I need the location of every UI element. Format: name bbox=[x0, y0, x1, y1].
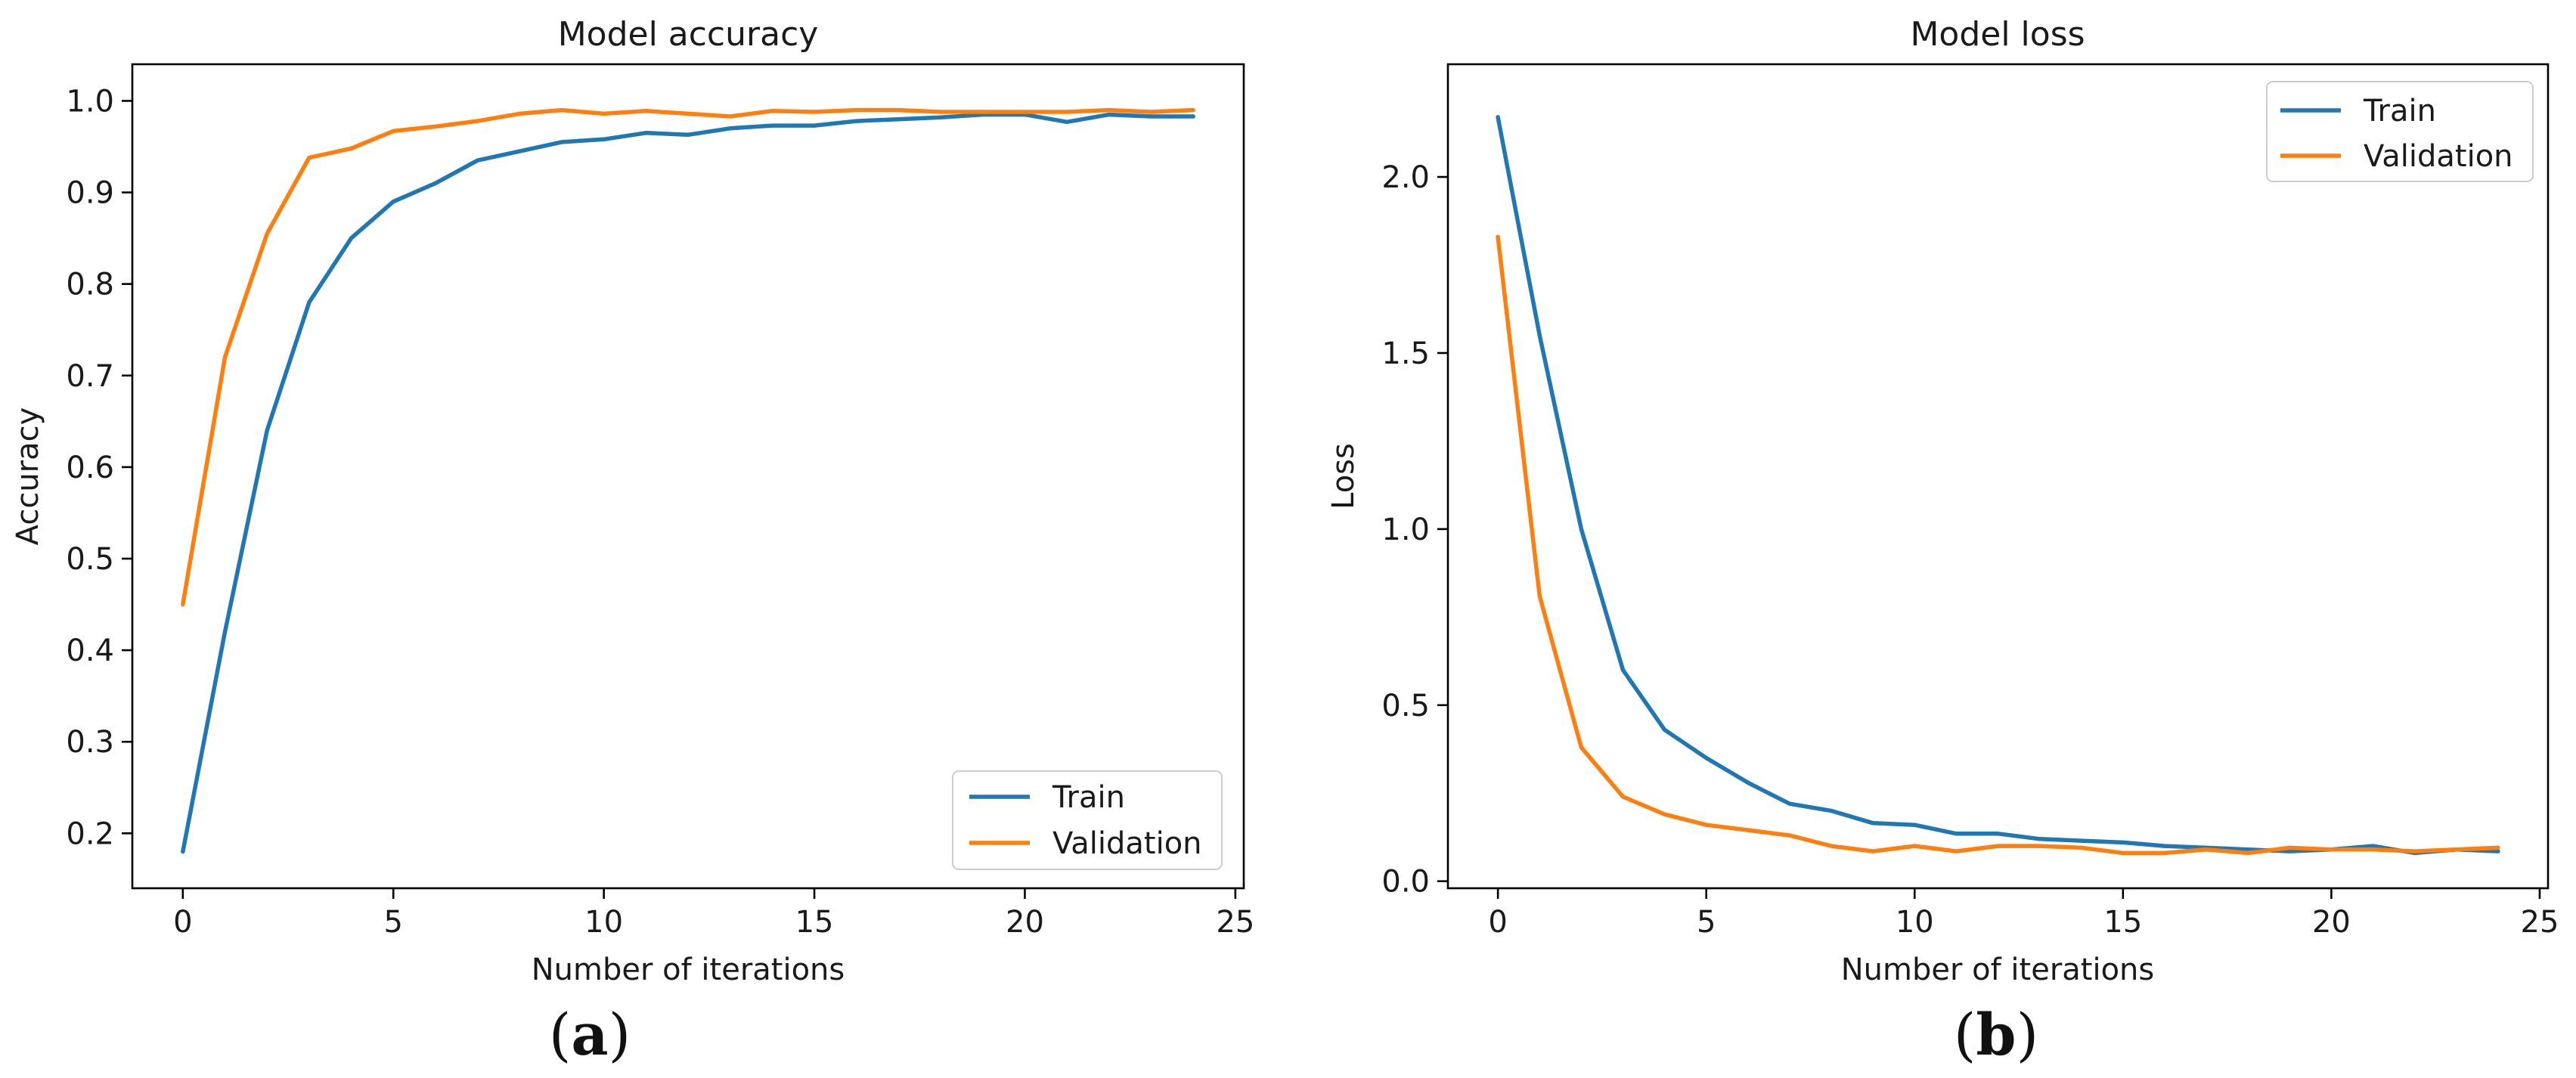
loss-x-tick-label: 0 bbox=[1488, 905, 1507, 940]
accuracy-x-tick-label: 5 bbox=[384, 905, 403, 940]
loss-y-tick-label: 0.5 bbox=[1381, 689, 1430, 723]
accuracy-chart-title: Model accuracy bbox=[558, 15, 819, 54]
accuracy-series bbox=[181, 107, 1195, 854]
accuracy-plot-frame bbox=[131, 63, 1245, 890]
accuracy-x-tick-label: 25 bbox=[1216, 905, 1254, 940]
loss-x-tick-label: 25 bbox=[2521, 905, 2559, 940]
loss-chart: 0.0 0.5 1.0 1.5 2.0 0 5 10 15 20 25 Model loss Nu… bbox=[1326, 15, 2559, 1068]
accuracy-y-tick-label: 0.7 bbox=[66, 359, 114, 394]
accuracy-y-axis: 0.2 0.3 0.4 0.5 0.6 0.7 0.8 0.9 1.0 bbox=[66, 84, 132, 851]
accuracy-y-tick-label: 0.5 bbox=[66, 542, 114, 577]
accuracy-x-tick-label: 10 bbox=[584, 905, 623, 940]
accuracy-train-line bbox=[181, 112, 1195, 854]
accuracy-legend-validation-label: Validation bbox=[1052, 826, 1202, 861]
accuracy-y-tick-label: 0.6 bbox=[66, 451, 114, 485]
loss-x-tick-label: 10 bbox=[1896, 905, 1934, 940]
accuracy-x-tick-label: 15 bbox=[795, 905, 834, 940]
loss-x-tick-label: 20 bbox=[2312, 905, 2351, 940]
accuracy-validation-line bbox=[181, 107, 1195, 607]
loss-x-tick-label: 15 bbox=[2103, 905, 2142, 940]
loss-y-tick-label: 0.0 bbox=[1381, 865, 1430, 900]
loss-y-tick-label: 1.5 bbox=[1381, 336, 1430, 371]
loss-y-axis: 0.0 0.5 1.0 1.5 2.0 bbox=[1381, 160, 1448, 900]
loss-legend-train-label: Train bbox=[2363, 94, 2436, 129]
loss-plot-frame bbox=[1446, 63, 2550, 890]
accuracy-x-axis-label: Number of iterations bbox=[532, 953, 845, 987]
panel-label-b: (b) bbox=[1954, 1001, 2038, 1068]
accuracy-legend: Train Validation bbox=[952, 770, 1223, 870]
loss-x-tick-label: 5 bbox=[1697, 905, 1716, 940]
accuracy-x-tick-label: 20 bbox=[1006, 905, 1044, 940]
loss-x-axis-label: Number of iterations bbox=[1841, 953, 2155, 987]
accuracy-y-tick-label: 0.4 bbox=[66, 633, 114, 668]
loss-legend: Train Validation bbox=[2266, 81, 2534, 182]
accuracy-y-tick-label: 0.9 bbox=[66, 176, 114, 211]
accuracy-y-tick-label: 1.0 bbox=[66, 84, 114, 119]
loss-y-axis-label: Loss bbox=[1326, 443, 1361, 510]
accuracy-y-tick-label: 0.2 bbox=[66, 816, 114, 851]
loss-legend-validation-label: Validation bbox=[2364, 139, 2513, 174]
accuracy-x-tick-label: 0 bbox=[173, 905, 192, 940]
accuracy-chart: 0.2 0.3 0.4 0.5 0.6 0.7 0.8 0.9 1.0 0 5 10 15 20 25 M… bbox=[11, 15, 1254, 1068]
panel-label-a-letter: a bbox=[571, 1001, 608, 1068]
accuracy-y-axis-label: Accuracy bbox=[11, 407, 45, 546]
accuracy-y-tick-label: 0.3 bbox=[66, 725, 114, 760]
loss-y-tick-label: 1.0 bbox=[1381, 513, 1430, 547]
accuracy-x-axis: 0 5 10 15 20 25 bbox=[173, 888, 1254, 940]
loss-x-axis: 0 5 10 15 20 25 bbox=[1488, 888, 2559, 940]
accuracy-y-tick-label: 0.8 bbox=[66, 268, 114, 302]
panel-label-a: (a) bbox=[549, 1001, 631, 1068]
accuracy-legend-train-label: Train bbox=[1052, 780, 1125, 815]
loss-validation-line bbox=[1496, 234, 2500, 856]
panel-label-b-letter: b bbox=[1976, 1001, 2016, 1068]
loss-y-tick-label: 2.0 bbox=[1381, 160, 1430, 195]
loss-series bbox=[1496, 115, 2500, 856]
loss-chart-title: Model loss bbox=[1910, 15, 2085, 54]
